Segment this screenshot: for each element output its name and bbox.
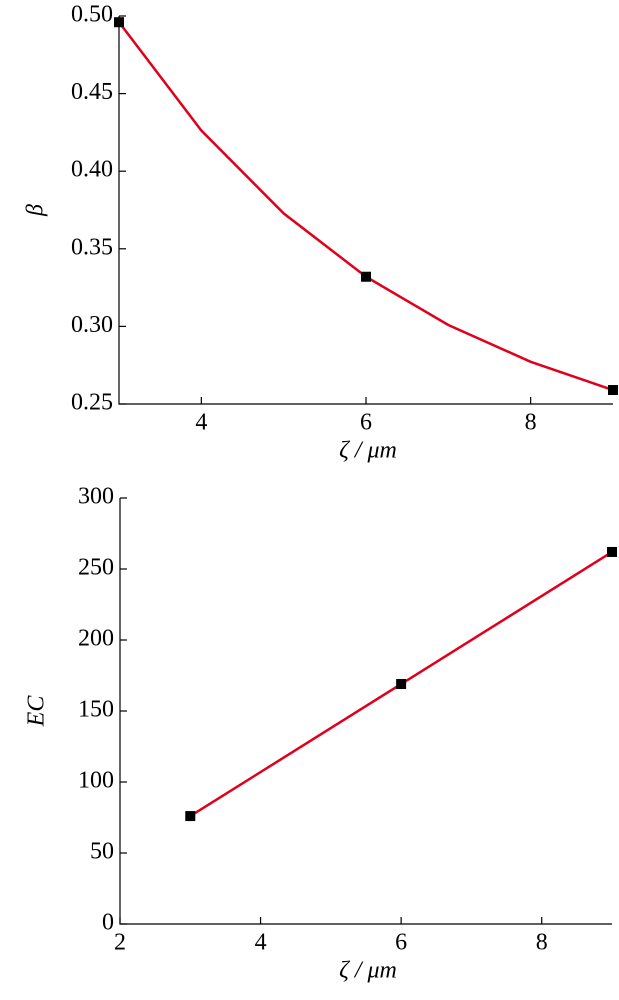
data-point [361,271,371,282]
y-tick-label: 0.35 [71,234,113,260]
y-axis-label: EC [24,695,50,728]
x-axis-label: ζ / μm [339,438,397,464]
fit-line [118,21,614,392]
data-point [396,679,407,690]
axes [118,16,613,405]
x-tick-label: 8 [525,410,537,436]
x-tick-label: 6 [395,930,407,956]
y-tick-label: 50 [90,839,114,865]
y-tick-label: 100 [78,768,114,794]
x-tick-label: 4 [255,930,267,956]
data-point [185,811,196,822]
axes [119,498,612,925]
x-tick-label: 8 [536,930,548,956]
x-tick-label: 2 [114,930,126,956]
data-point [607,546,617,557]
y-tick-label: 200 [78,626,114,652]
y-tick-label: 300 [78,484,114,510]
y-tick-label: 150 [78,697,114,723]
x-axis-label: ζ / μm [339,958,397,984]
y-tick-label: 0.50 [71,2,113,28]
y-tick-label: 0.45 [71,79,113,105]
y-tick-label: 0.30 [71,312,113,338]
y-tick-label: 250 [78,555,114,581]
y-tick-label: 0.40 [71,157,113,183]
x-tick-label: 6 [360,410,372,436]
y-tick-label: 0.25 [71,390,113,416]
data-point [608,385,618,396]
y-tick-label: 0 [102,910,114,936]
x-tick-label: 4 [195,410,207,436]
y-axis-label: β [23,204,49,217]
data-point [114,17,124,28]
